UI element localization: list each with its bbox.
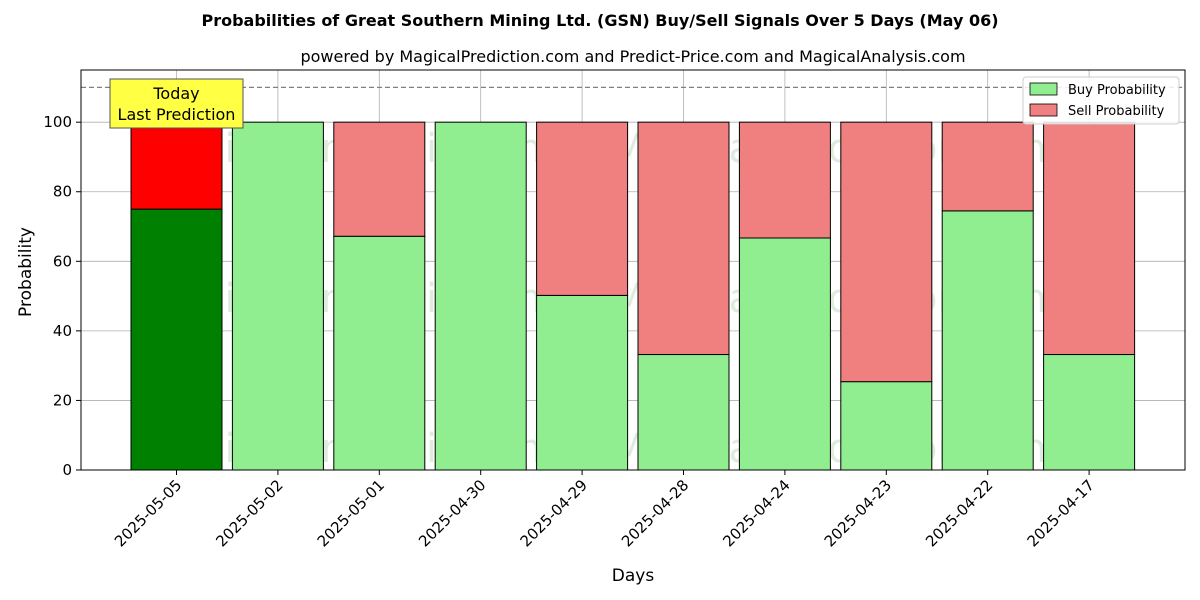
bar-sell: [738, 121, 831, 239]
bar-buy: [434, 121, 527, 471]
y-tick-label: 0: [62, 461, 72, 479]
legend-label: Buy Probability: [1068, 83, 1166, 98]
legend: Buy Probability Sell Probability: [1022, 76, 1180, 125]
x-tick-label: 2025-04-30: [415, 476, 489, 550]
plot-frame: [80, 69, 1186, 471]
bar-sell: [536, 121, 629, 296]
chart-title: Probabilities of Great Southern Mining L…: [201, 11, 998, 30]
today-annotation: Today Last Prediction: [109, 78, 244, 129]
bar-buy: [941, 210, 1034, 471]
y-tick-label: 40: [53, 322, 72, 340]
bar-buy: [1043, 354, 1136, 471]
bar-buy: [536, 294, 629, 471]
y-tick-label: 60: [53, 252, 72, 270]
bar-sell: [840, 121, 933, 383]
annotation-line: Last Prediction: [118, 105, 236, 124]
legend-box: [1022, 76, 1180, 125]
y-tick-label: 100: [43, 113, 72, 131]
y-tick-label: 80: [53, 183, 72, 201]
bar-sell: [941, 121, 1034, 212]
bar-buy: [637, 354, 730, 471]
bar-sell: [1043, 121, 1136, 356]
bar-sell: [333, 121, 426, 237]
y-axis-ticks: 0 20 40 60 80 100: [43, 113, 81, 479]
chart-subtitle: powered by MagicalPrediction.com and Pre…: [300, 47, 965, 66]
bar-sell: [130, 121, 223, 210]
y-tick-label: 20: [53, 391, 72, 409]
bar-buy: [130, 208, 223, 471]
legend-swatch: [1029, 82, 1058, 96]
legend-label: Sell Probability: [1068, 104, 1165, 119]
annotation-box: [109, 78, 244, 129]
x-tick-label: 2025-04-22: [922, 476, 996, 550]
x-tick-label: 2025-05-05: [111, 476, 185, 550]
bar-buy: [231, 121, 324, 471]
x-tick-label: 2025-04-28: [618, 476, 692, 550]
x-axis-label: Days: [612, 566, 655, 586]
y-axis-label: Probability: [16, 227, 36, 317]
bar-buy: [840, 381, 933, 471]
legend-swatch: [1029, 103, 1058, 117]
x-tick-label: 2025-04-29: [517, 476, 591, 550]
bars: [130, 121, 1136, 471]
bar-buy: [333, 235, 426, 471]
x-tick-label: 2025-04-23: [821, 476, 895, 550]
x-axis-ticks: 2025-05-05 2025-05-02 2025-05-01 2025-04-30…: [111, 470, 1098, 550]
x-tick-label: 2025-05-01: [314, 476, 388, 550]
x-tick-label: 2025-04-17: [1024, 476, 1098, 550]
annotation-line: Today: [152, 84, 199, 103]
bar-buy: [738, 237, 831, 471]
x-tick-label: 2025-04-24: [719, 476, 793, 550]
bar-sell: [637, 121, 730, 356]
x-tick-label: 2025-05-02: [212, 476, 286, 550]
